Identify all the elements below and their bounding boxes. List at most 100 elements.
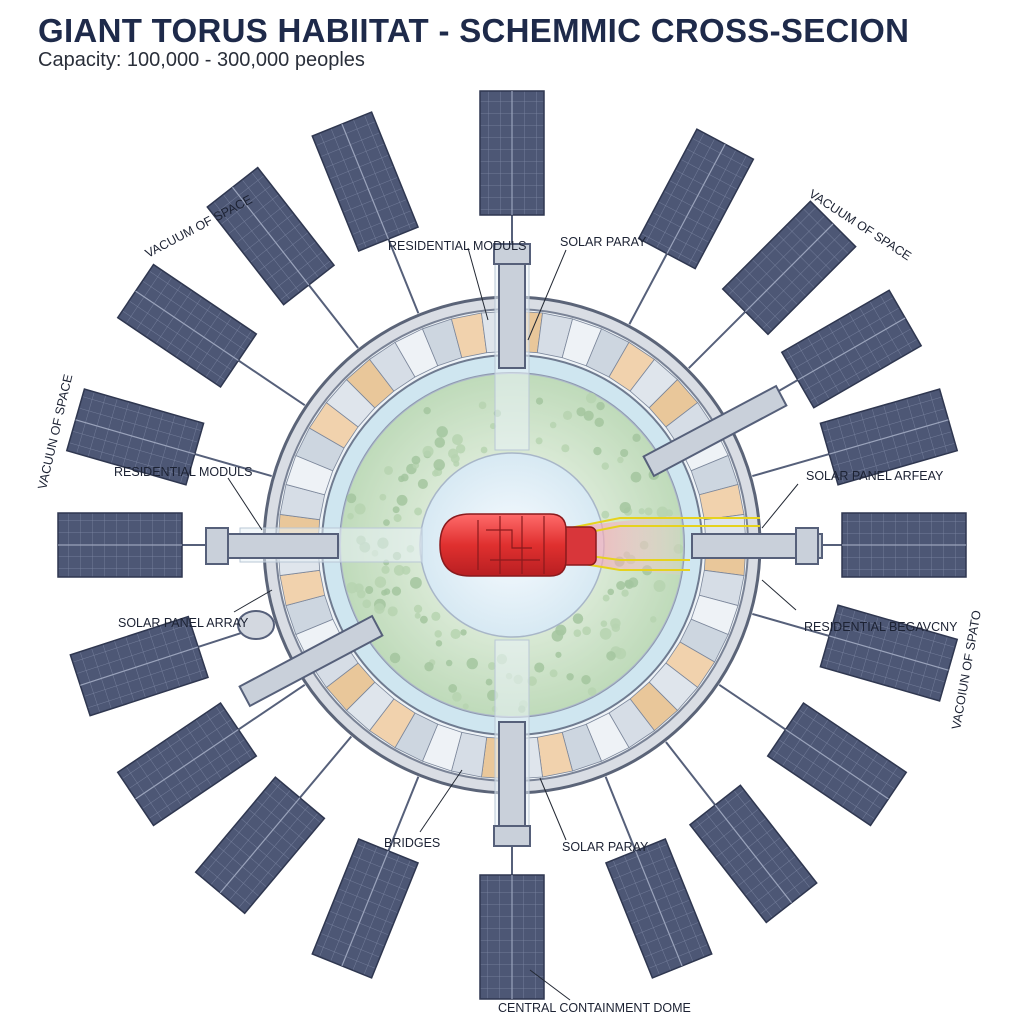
label-residential-right: RESIDENTIAL BEGAVCNY [804,620,958,634]
park-tree [644,507,653,516]
callout-labels: RESIDENTIAL MODULS SOLAR PARAY RESIDENTI… [114,235,958,1015]
park-tree [354,503,366,515]
panel-strut [604,776,637,852]
park-tree [434,630,442,638]
tank-module [237,610,275,640]
park-tree [617,456,624,464]
park-tree [392,506,400,514]
panel-strut [752,612,830,637]
park-tree [383,519,390,526]
solar-panel [766,701,908,827]
park-tree [576,407,586,417]
capacity-subtitle: Capacity: 100,000 - 300,000 peoples [38,49,365,71]
park-tree [413,604,423,614]
panel-strut [752,453,830,478]
park-tree [445,659,453,667]
park-tree [485,678,493,686]
park-tree [365,585,374,595]
panel-strut [237,683,306,731]
park-tree [374,576,387,588]
park-tree [460,629,467,636]
park-tree [632,433,641,442]
park-tree [587,687,597,696]
park-tree [455,444,466,454]
park-tree [600,620,608,627]
park-tree [478,401,487,410]
park-tree [393,514,402,523]
park-tree [362,599,372,609]
panel-strut [387,238,420,314]
park-tree [616,581,626,590]
solar-panel [721,200,857,336]
park-tree [582,626,591,636]
label-vacuum-left: VACUUN OF SPACE [35,373,75,491]
central-core [439,513,760,577]
bridge-bottom-cap [493,825,531,847]
label-residential-left: RESIDENTIAL MODULS [114,465,252,479]
park-tree [381,589,388,596]
park-tree [396,494,408,506]
bridge-bottom [498,721,526,843]
park-tree [620,448,629,458]
park-tree [391,586,402,596]
park-tree [653,580,666,593]
park-tree [450,628,461,640]
park-tree [433,459,445,471]
park-tree [417,478,428,489]
solar-panel [637,128,755,270]
park-tree [535,397,544,405]
park-tree [453,460,460,467]
panel-strut [718,683,787,731]
park-tree [610,618,621,629]
park-tree [607,588,615,596]
park-tree [555,651,562,658]
park-tree [411,455,421,465]
bridge-upper-right [642,384,788,478]
label-residential-top: RESIDENTIAL MODULS [388,239,526,253]
park-tree [436,426,448,438]
park-tree [414,612,421,619]
park-tree [347,512,354,520]
park-tree [665,509,674,517]
park-tree [346,582,358,594]
park-tree [566,673,574,681]
park-tree [452,692,462,702]
park-tree [384,465,393,475]
park-tree [596,401,605,411]
solar-panel [819,388,959,486]
park-tree [409,576,422,589]
panel-strut [194,453,272,478]
panel-strut [628,253,668,325]
park-tree [599,627,612,640]
park-tree [435,640,443,647]
bridge-top-cap [493,243,531,265]
park-tree [356,589,366,599]
park-tree [431,611,441,621]
park-tree [527,676,537,686]
solar-panel [604,838,713,979]
label-central-dome: CENTRAL CONTAINMENT DOME [498,1001,691,1015]
solar-panel [311,838,420,979]
park-tree [624,579,633,588]
park-tree [581,675,591,685]
park-tree [466,657,478,670]
park-tree [601,462,610,470]
park-tree [650,616,657,623]
panel-strut [299,735,353,799]
solar-panel [116,263,258,389]
park-tree [535,437,543,445]
park-tree [573,629,582,637]
park-tree [398,475,405,483]
solar-panel [819,604,959,702]
solar-panel [116,701,258,827]
park-tree [462,703,469,710]
park-tree [424,661,434,672]
park-tree [534,662,545,673]
solar-panel [69,615,209,717]
solar-panel [194,776,326,915]
park-tree [393,564,405,576]
park-tree [606,651,616,661]
solar-panel-ring [57,90,967,1000]
park-tree [419,615,428,624]
bridge-top [498,247,526,369]
